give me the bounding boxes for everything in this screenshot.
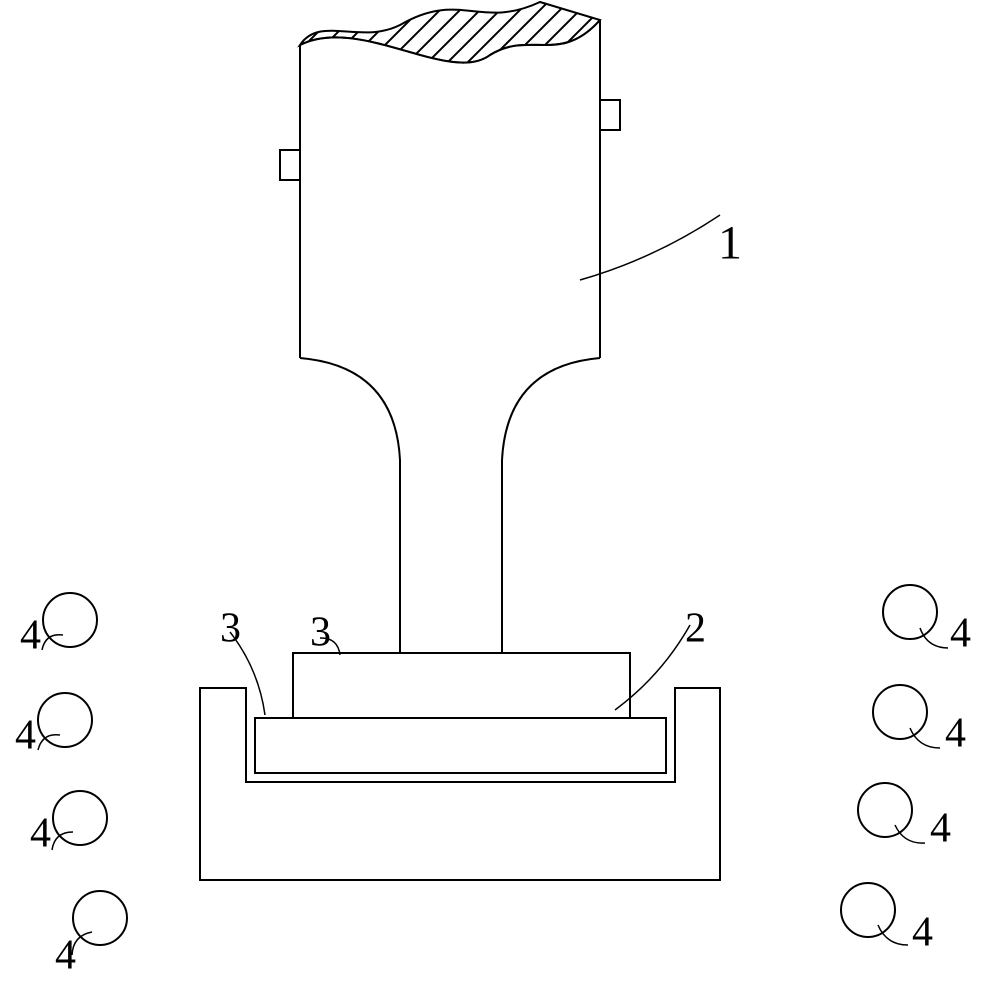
callout-label: 4 — [30, 811, 51, 857]
callout-label: 4 — [55, 933, 76, 979]
callout-label: 4 — [15, 713, 36, 759]
callout-label: 4 — [930, 806, 951, 852]
callout-label: 3 — [310, 610, 331, 656]
technical-diagram: 1 2 3 3 4 4 4 4 4 4 4 4 — [0, 0, 1000, 985]
callout-label: 1 — [718, 216, 742, 269]
callout-label: 4 — [950, 611, 971, 657]
callout-label: 4 — [945, 711, 966, 757]
callout-label: 4 — [20, 613, 41, 659]
callout-label: 4 — [912, 910, 933, 956]
callout-label: 2 — [685, 606, 706, 652]
callout-label: 3 — [220, 606, 241, 652]
